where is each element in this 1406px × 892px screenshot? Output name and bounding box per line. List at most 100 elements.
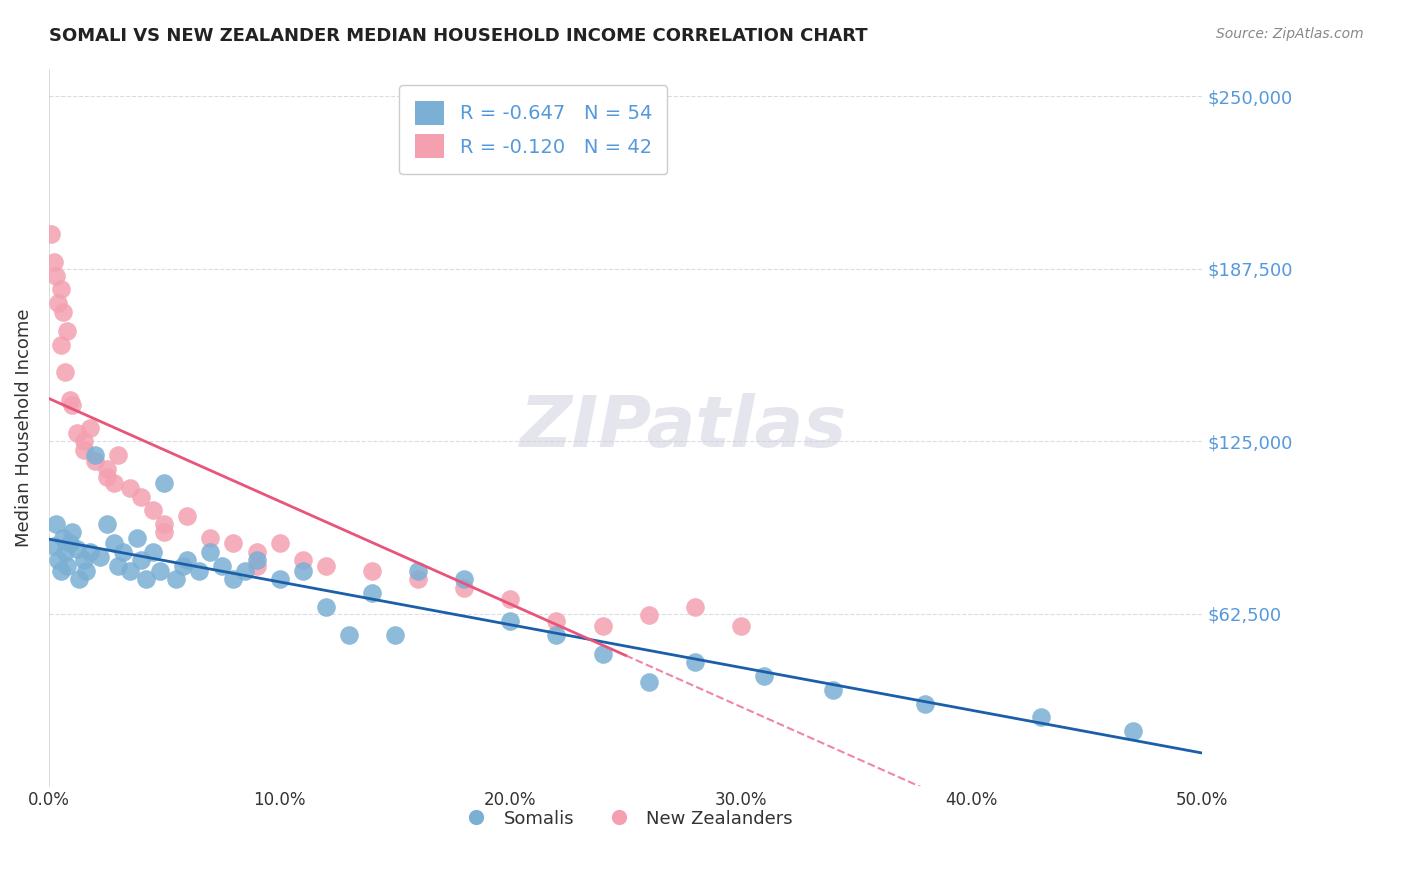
- Point: [49, 564, 72, 578]
- Point: [406, 564, 429, 578]
- Point: [56, 558, 79, 573]
- Point: [42, 255, 65, 269]
- Legend: Somalis, New Zealanders: Somalis, New Zealanders: [451, 803, 800, 835]
- Point: [200, 545, 222, 559]
- Point: [245, 553, 267, 567]
- Point: [315, 599, 337, 614]
- Point: [360, 586, 382, 600]
- Point: [67, 573, 90, 587]
- Point: [592, 647, 614, 661]
- Point: [53, 365, 76, 379]
- Point: [823, 682, 845, 697]
- Point: [118, 481, 141, 495]
- Point: [53, 545, 76, 559]
- Point: [84, 448, 107, 462]
- Point: [60, 398, 83, 412]
- Point: [1029, 710, 1052, 724]
- Point: [1122, 724, 1144, 739]
- Point: [142, 545, 165, 559]
- Point: [637, 608, 659, 623]
- Point: [72, 553, 94, 567]
- Point: [103, 536, 125, 550]
- Point: [66, 425, 89, 440]
- Point: [233, 564, 256, 578]
- Point: [142, 503, 165, 517]
- Point: [103, 475, 125, 490]
- Point: [66, 541, 89, 556]
- Point: [683, 655, 706, 669]
- Point: [42, 539, 65, 553]
- Point: [245, 558, 267, 573]
- Point: [592, 619, 614, 633]
- Text: Source: ZipAtlas.com: Source: ZipAtlas.com: [1216, 27, 1364, 41]
- Point: [96, 470, 118, 484]
- Point: [75, 564, 97, 578]
- Point: [72, 434, 94, 449]
- Point: [96, 462, 118, 476]
- Point: [187, 564, 209, 578]
- Point: [56, 324, 79, 338]
- Point: [107, 558, 129, 573]
- Point: [52, 531, 75, 545]
- Point: [125, 531, 148, 545]
- Point: [211, 558, 233, 573]
- Point: [245, 545, 267, 559]
- Point: [546, 614, 568, 628]
- Text: ZIPatlas: ZIPatlas: [520, 393, 846, 462]
- Point: [79, 545, 101, 559]
- Point: [546, 627, 568, 641]
- Point: [129, 553, 152, 567]
- Point: [149, 564, 172, 578]
- Point: [637, 674, 659, 689]
- Point: [52, 304, 75, 318]
- Point: [79, 420, 101, 434]
- Point: [222, 573, 245, 587]
- Point: [49, 337, 72, 351]
- Point: [315, 558, 337, 573]
- Point: [46, 553, 69, 567]
- Point: [107, 448, 129, 462]
- Point: [453, 573, 475, 587]
- Point: [39, 227, 62, 242]
- Point: [172, 558, 194, 573]
- Point: [153, 475, 176, 490]
- Point: [111, 545, 134, 559]
- Point: [135, 573, 157, 587]
- Point: [291, 564, 314, 578]
- Point: [84, 453, 107, 467]
- Point: [406, 573, 429, 587]
- Point: [59, 392, 82, 407]
- Point: [730, 619, 752, 633]
- Point: [683, 599, 706, 614]
- Point: [269, 573, 291, 587]
- Text: SOMALI VS NEW ZEALANDER MEDIAN HOUSEHOLD INCOME CORRELATION CHART: SOMALI VS NEW ZEALANDER MEDIAN HOUSEHOLD…: [49, 27, 868, 45]
- Point: [153, 517, 176, 532]
- Point: [752, 669, 775, 683]
- Point: [89, 550, 111, 565]
- Point: [96, 517, 118, 532]
- Point: [176, 553, 198, 567]
- Point: [153, 525, 176, 540]
- Point: [499, 614, 522, 628]
- Point: [384, 627, 406, 641]
- Y-axis label: Median Household Income: Median Household Income: [15, 309, 32, 547]
- Point: [337, 627, 360, 641]
- Point: [45, 517, 67, 532]
- Point: [360, 564, 382, 578]
- Point: [914, 697, 936, 711]
- Point: [176, 508, 198, 523]
- Point: [59, 536, 82, 550]
- Point: [49, 282, 72, 296]
- Point: [72, 442, 94, 457]
- Point: [165, 573, 187, 587]
- Point: [129, 490, 152, 504]
- Point: [269, 536, 291, 550]
- Point: [60, 525, 83, 540]
- Point: [499, 591, 522, 606]
- Point: [46, 296, 69, 310]
- Point: [222, 536, 245, 550]
- Point: [453, 581, 475, 595]
- Point: [200, 531, 222, 545]
- Point: [118, 564, 141, 578]
- Point: [45, 268, 67, 283]
